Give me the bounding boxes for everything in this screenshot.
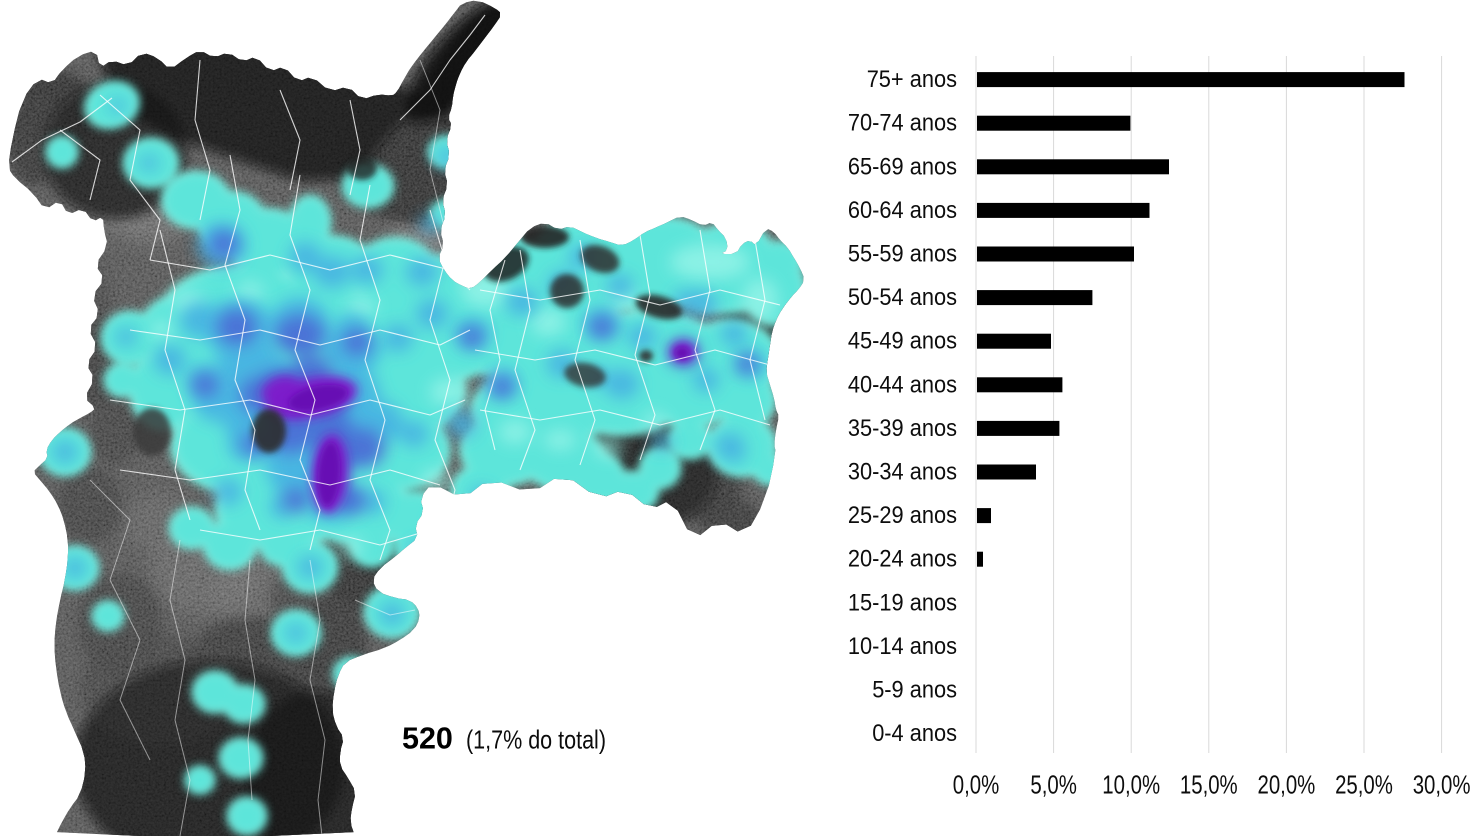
svg-text:25,0%: 25,0% [1335, 772, 1393, 800]
svg-text:(1,7% do total): (1,7% do total) [466, 725, 606, 755]
svg-text:75+ anos: 75+ anos [867, 66, 957, 93]
svg-text:520: 520 [402, 722, 453, 756]
svg-text:20-24 anos: 20-24 anos [848, 546, 957, 573]
svg-text:30,0%: 30,0% [1413, 772, 1471, 800]
svg-text:70-74 anos: 70-74 anos [848, 110, 957, 137]
svg-text:15-19 anos: 15-19 anos [848, 589, 957, 616]
svg-text:40-44 anos: 40-44 anos [848, 371, 957, 398]
svg-text:10,0%: 10,0% [1102, 772, 1160, 800]
svg-text:5-9 anos: 5-9 anos [872, 677, 957, 704]
svg-text:50-54 anos: 50-54 anos [848, 284, 957, 311]
svg-text:10-14 anos: 10-14 anos [848, 633, 957, 660]
svg-text:5,0%: 5,0% [1030, 772, 1077, 800]
svg-text:25-29 anos: 25-29 anos [848, 502, 957, 529]
svg-text:15,0%: 15,0% [1180, 772, 1238, 800]
svg-text:35-39 anos: 35-39 anos [848, 415, 957, 442]
svg-text:30-34 anos: 30-34 anos [848, 459, 957, 486]
svg-text:60-64 anos: 60-64 anos [848, 197, 957, 224]
svg-text:0-4 anos: 0-4 anos [872, 720, 957, 747]
svg-text:55-59 anos: 55-59 anos [848, 241, 957, 268]
svg-text:0,0%: 0,0% [953, 772, 1000, 800]
svg-text:20,0%: 20,0% [1258, 772, 1316, 800]
svg-text:45-49 anos: 45-49 anos [848, 328, 957, 355]
svg-text:65-69 anos: 65-69 anos [848, 153, 957, 180]
